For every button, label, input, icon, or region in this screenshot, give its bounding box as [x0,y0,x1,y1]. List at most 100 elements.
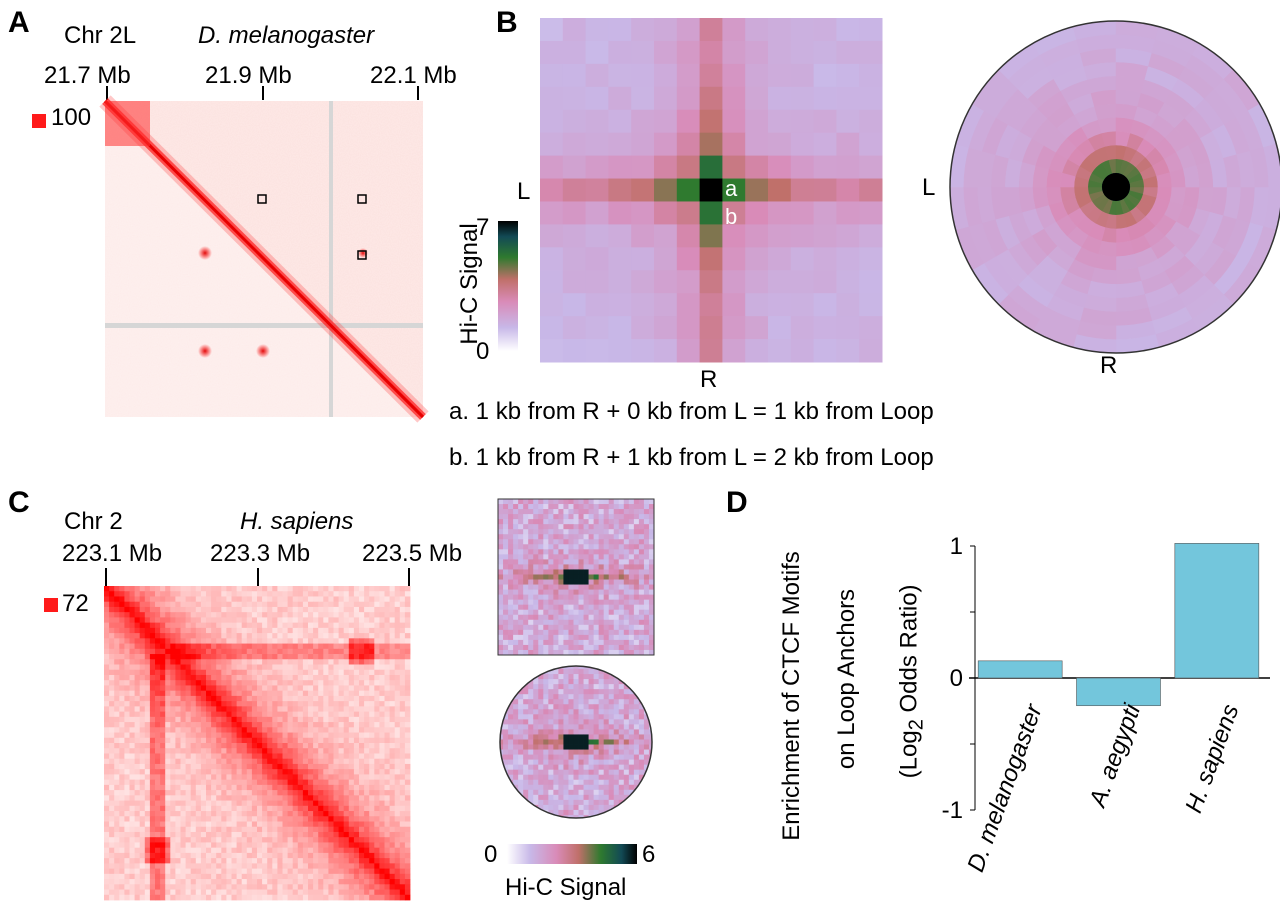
heat-cell [338,795,345,801]
heat-cell [277,842,283,849]
heat-cell [313,659,319,665]
heat-cell [221,586,227,592]
heat-cell [287,711,294,718]
heat-cell [308,831,314,838]
heat-cell [109,695,115,702]
heat-cell [246,837,253,843]
heat-cell [353,811,360,817]
apa-cell [836,63,860,88]
apa-c-cell [528,509,534,515]
heat-cell [328,606,334,613]
apa-c-cell [553,499,559,505]
heat-cell [277,716,283,723]
heat-cell [206,884,212,890]
heat-cell [149,889,156,896]
heat-cell [328,831,334,838]
heat-cell [369,638,375,644]
heat-cell [389,805,396,812]
apa-c-cell [513,524,519,530]
heat-cell [206,758,212,765]
apa-c-cell [558,579,564,585]
heat-cell [308,863,314,869]
heat-cell [221,617,227,624]
apa-c-cell [553,609,559,616]
apa-c-cell [538,519,544,525]
heat-cell [323,748,329,754]
apa-c-cell [558,514,564,520]
heat-cell [277,596,283,603]
heat-cell [221,894,227,901]
heat-cell [287,737,294,744]
heat-cell [272,716,278,723]
heat-cell [267,633,273,639]
heat-cell [282,779,288,786]
apa-c-cell [568,574,574,580]
heat-cell [318,842,324,849]
heat-cell [353,805,360,812]
heat-cell [333,842,339,849]
heat-cell [323,690,329,697]
apa-c-cell [608,499,615,505]
apa-c-cell [583,589,589,596]
heat-cell [267,826,273,833]
apa-c-cell [573,544,579,550]
heat-cell [155,737,161,744]
heat-cell [114,748,120,754]
apa-c-cell [598,509,605,515]
heat-cell [318,591,324,597]
heat-cell [369,826,375,833]
apa-c-cell [623,614,630,621]
heat-cell [287,884,294,890]
heat-cell [404,701,411,707]
heat-cell [364,606,370,613]
apa-c-cell [508,514,514,520]
heat-cell [359,743,365,749]
heat-cell [114,669,120,676]
heat-cell [257,811,263,817]
heat-cell [221,858,227,864]
heat-cell [109,622,115,629]
apa-c-cell [513,514,519,520]
heat-cell [404,737,411,744]
apa-c-cell [618,564,625,570]
heat-cell [221,753,227,760]
heat-cell [124,674,130,681]
heat-cell [206,622,212,629]
apa-c-cell [568,609,574,616]
heat-cell [251,596,258,603]
heat-cell [139,706,146,712]
apa-c-cell [523,544,529,550]
heat-cell [272,831,278,838]
heat-cell [129,612,135,618]
panel-a-chrom: Chr 2L [64,22,137,49]
apa-cell [540,339,564,363]
apa-c-cell [498,564,504,570]
heat-cell [165,805,171,812]
heat-cell [190,779,197,786]
heat-cell [272,627,278,634]
heat-cell [282,669,288,676]
heat-cell [308,743,314,749]
apa-c-cell [518,544,524,550]
heat-cell [353,706,360,712]
heat-cell [282,894,288,901]
heat-cell [318,753,324,760]
heat-cell [226,805,232,812]
heat-cell [359,769,365,775]
apa-cell [631,201,655,225]
heat-cell [195,863,202,869]
apa-c-cell [588,599,595,606]
heat-cell [170,774,176,781]
heat-cell [236,680,243,686]
heat-cell [114,690,120,697]
heat-cell [364,701,370,707]
apa-c-cell [523,534,529,540]
heat-cell [369,821,375,828]
apa-cell [654,247,678,271]
heat-cell [399,837,406,843]
heat-cell [155,743,161,749]
apa-c-cell [558,619,564,626]
heat-cell [160,727,166,733]
apa-c-cell [543,574,549,580]
apa-cell [813,132,837,157]
